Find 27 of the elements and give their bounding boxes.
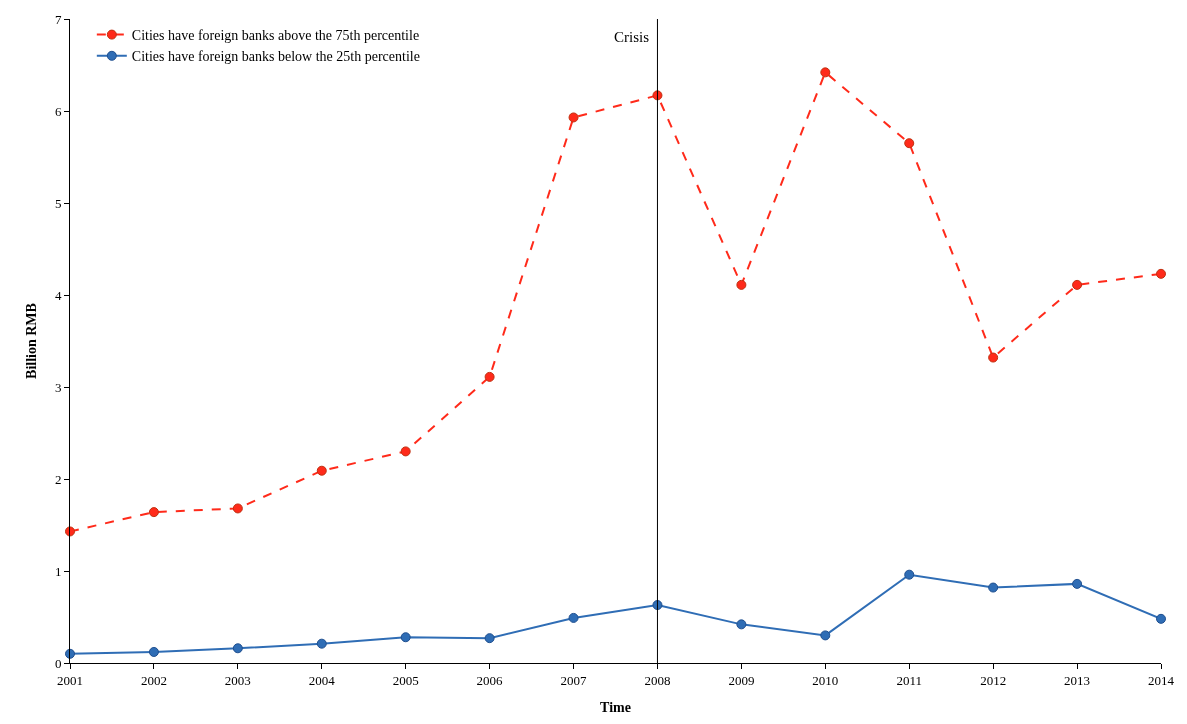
x-tick-label: 2014 bbox=[1148, 672, 1175, 688]
y-tick-label: 3 bbox=[54, 379, 62, 395]
x-tick-label: 2005 bbox=[392, 672, 419, 688]
x-axis-title: Time bbox=[600, 699, 631, 715]
x-tick-label: 2012 bbox=[980, 672, 1007, 688]
x-tick-label: 2013 bbox=[1064, 672, 1091, 688]
x-tick-label: 2011 bbox=[896, 672, 922, 688]
y-tick-label: 4 bbox=[54, 287, 62, 303]
y-tick-label: 7 bbox=[54, 11, 62, 27]
y-axis-title: Billion RMB bbox=[23, 303, 39, 379]
legend-label: Cities have foreign banks above the 75th percentile bbox=[131, 28, 420, 44]
y-tick-label: 0 bbox=[54, 655, 62, 671]
y-tick-label: 1 bbox=[54, 563, 62, 579]
y-tick-label: 2 bbox=[54, 471, 62, 487]
x-tick-label: 2009 bbox=[728, 672, 755, 688]
y-tick-label: 6 bbox=[54, 103, 62, 119]
x-tick-label: 2001 bbox=[57, 672, 83, 688]
x-tick-label: 2007 bbox=[560, 672, 588, 688]
x-tick-label: 2002 bbox=[140, 672, 167, 688]
x-tick-label: 2010 bbox=[812, 672, 839, 688]
y-tick-label: 5 bbox=[54, 195, 62, 211]
x-tick-label: 2006 bbox=[476, 672, 504, 688]
ref-line-label: Crisis bbox=[614, 29, 650, 45]
x-tick-label: 2004 bbox=[308, 672, 336, 688]
x-tick-label: 2003 bbox=[224, 672, 251, 688]
x-tick-label: 2008 bbox=[644, 672, 671, 688]
legend-label: Cities have foreign banks below the 25th percentile bbox=[131, 49, 420, 65]
